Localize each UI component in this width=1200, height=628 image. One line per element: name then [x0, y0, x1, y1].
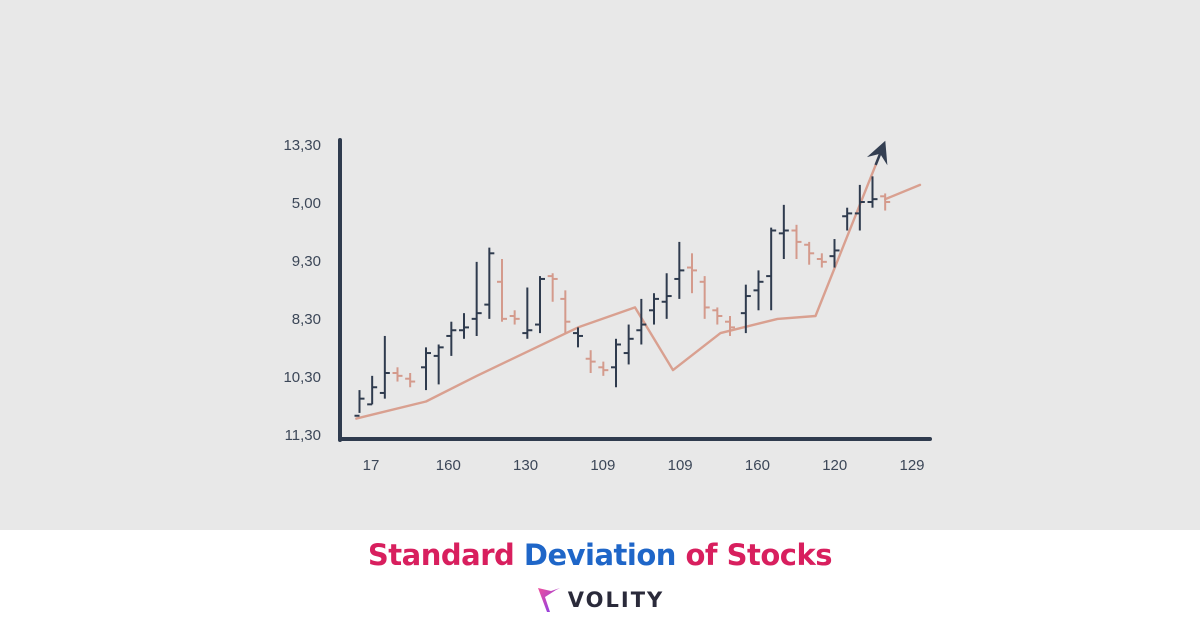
x-tick-label: 109	[590, 457, 615, 474]
ohlc-bar-16	[547, 273, 558, 302]
ohlc-bar-9	[459, 313, 469, 339]
ohlc-bar-17	[560, 290, 571, 334]
ohlc-bar-6	[421, 347, 431, 391]
x-tick-label: 17	[363, 457, 380, 474]
x-tick-label: 160	[745, 457, 770, 474]
ohlc-bar-34	[778, 204, 789, 259]
x-tick-label: 129	[899, 457, 924, 474]
y-tick-label: 10,30	[283, 369, 321, 386]
ohlc-bar-37	[816, 253, 827, 268]
ohlc-bar-28	[699, 276, 710, 319]
ohlc-bar-5	[405, 373, 416, 388]
ohlc-bar-26	[674, 241, 685, 299]
y-tick-label: 13,30	[283, 137, 321, 154]
brand-lockup: VOLITY	[0, 585, 1200, 615]
ohlc-bar-42	[880, 193, 891, 211]
brand-name: VOLITY	[567, 588, 665, 612]
ohlc-bar-23	[636, 298, 647, 345]
ohlc-bar-33	[766, 227, 777, 311]
trend-arrow-icon	[866, 140, 888, 166]
ohlc-bar-1	[354, 390, 365, 417]
ohlc-bar-31	[740, 284, 751, 334]
ohlc-bar-39	[842, 207, 853, 231]
caption-part-standard: Standard	[367, 538, 524, 572]
ohlc-bar-29	[712, 307, 723, 325]
ohlc-bar-32	[753, 270, 764, 311]
ohlc-bar-7	[433, 344, 444, 385]
ohlc-bar-21	[611, 338, 621, 388]
trend-line-1	[355, 163, 877, 420]
ohlc-bar-19	[585, 350, 596, 373]
ohlc-bar-11	[484, 247, 495, 319]
x-tick-label: 160	[436, 457, 461, 474]
y-tick-label: 8,30	[292, 311, 321, 328]
ohlc-bar-4	[392, 367, 403, 382]
trend-line-2	[884, 183, 922, 201]
ohlc-bar-22	[623, 324, 634, 365]
ohlc-bar-36	[804, 241, 815, 265]
x-tick-label: 109	[668, 457, 693, 474]
y-tick-label: 5,00	[292, 195, 321, 212]
ohlc-bar-40	[854, 184, 865, 231]
volity-logo-icon	[537, 588, 560, 612]
ohlc-bar-10	[471, 261, 482, 336]
ohlc-bar-3	[379, 335, 390, 399]
ohlc-bar-41	[867, 176, 878, 208]
ohlc-bar-2	[367, 375, 378, 406]
ohlc-bar-20	[598, 361, 609, 376]
ohlc-bar-13	[509, 310, 520, 325]
y-tick-label: 11,30	[285, 427, 321, 444]
chart-panel	[0, 0, 1200, 530]
ohlc-bar-24	[649, 293, 659, 325]
ohlc-bar-12	[497, 259, 507, 322]
ohlc-bar-8	[446, 321, 457, 356]
x-tick-label: 120	[822, 457, 847, 474]
ohlc-bar-14	[522, 287, 533, 339]
ohlc-bar-18	[573, 327, 583, 348]
ohlc-bar-15	[535, 276, 545, 334]
ohlc-bar-25	[661, 273, 672, 319]
ohlc-bar-38	[829, 239, 840, 268]
ohlc-bar-27	[687, 253, 697, 294]
caption-title: Standard Deviation of Stocks	[0, 538, 1200, 572]
chart: 13,30 5,00 9,30 8,30 10,30 11,30 17 160 130 109 10…	[283, 137, 932, 474]
caption-part-deviation: Deviation	[523, 538, 677, 572]
ohlc-bar-30	[725, 316, 735, 336]
ohlc-bar-35	[791, 224, 802, 259]
caption-part-of-stocks: of Stocks	[675, 538, 833, 572]
x-tick-label: 130	[513, 457, 538, 474]
y-tick-label: 9,30	[292, 253, 321, 270]
